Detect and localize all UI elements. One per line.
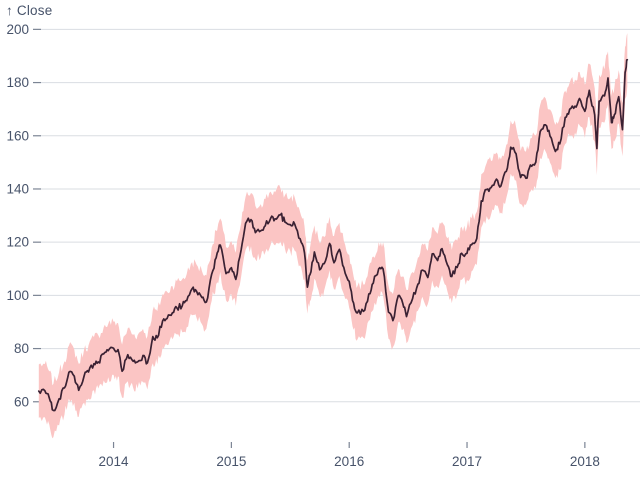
svg-text:2017: 2017 [452,454,482,469]
svg-text:140: 140 [6,181,29,196]
svg-text:80: 80 [14,341,29,356]
svg-text:2016: 2016 [334,454,364,469]
y-axis-label: ↑ Close [6,3,53,18]
svg-text:2018: 2018 [570,454,600,469]
svg-text:100: 100 [6,288,29,303]
svg-text:200: 200 [6,22,29,37]
svg-text:2014: 2014 [99,454,130,469]
svg-text:160: 160 [6,128,29,143]
svg-text:120: 120 [6,235,29,250]
svg-text:60: 60 [14,394,29,409]
svg-text:2015: 2015 [216,454,246,469]
svg-text:180: 180 [6,75,29,90]
